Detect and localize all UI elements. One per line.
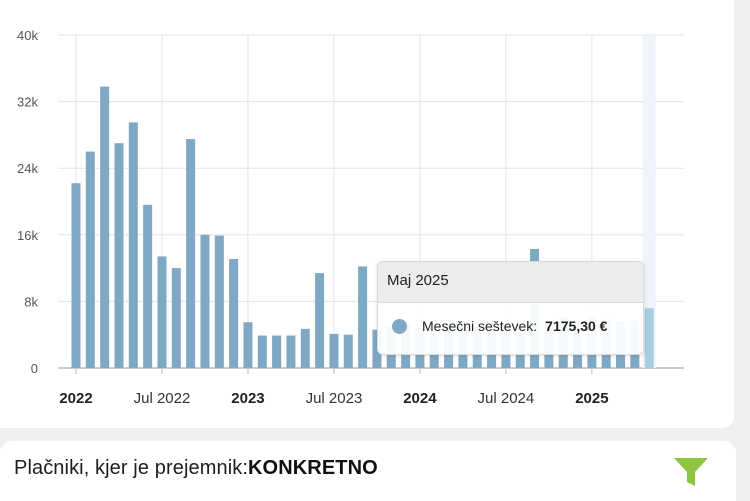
hover-band [642, 35, 656, 368]
y-tick-label: 0 [31, 361, 38, 376]
bar [128, 122, 138, 368]
tooltip-label: Mesečni seštevek: [422, 318, 538, 334]
bar [171, 268, 181, 368]
bar [114, 143, 124, 368]
x-tick-label: 2023 [231, 390, 264, 407]
bar [286, 335, 296, 368]
chart-card: 0 8k 16k 24k 32k 40k 2022 Jul 2022 2023 Jul 2023 2… [0, 0, 734, 428]
bar [143, 204, 153, 368]
bar [315, 273, 325, 368]
bar [229, 258, 239, 368]
y-tick-label: 24k [17, 161, 38, 176]
hover-band-rect [642, 35, 656, 368]
y-tick-label: 40k [17, 28, 38, 43]
bar [186, 139, 196, 368]
bar [243, 322, 253, 368]
x-tick-label: 2025 [575, 390, 608, 407]
filter-description: Plačniki, kjer je prejemnik:KONKRETNO [14, 457, 378, 480]
axes: 0 8k 16k 24k 32k 40k 2022 Jul 2022 2023 Jul 2023 2… [17, 28, 609, 407]
tooltip-title: Maj 2025 [378, 262, 643, 303]
bar [300, 328, 310, 368]
y-tick-label: 8k [24, 294, 38, 309]
series-dot-icon [392, 318, 407, 334]
filter-bar[interactable]: Plačniki, kjer je prejemnik:KONKRETNO [0, 441, 736, 501]
tooltip-row: Mesečni seštevek: 7175,30 € [392, 318, 607, 334]
bar [257, 335, 267, 368]
bar [343, 334, 353, 368]
y-tick-label: 16k [17, 228, 38, 243]
bar [85, 151, 95, 368]
bar [372, 329, 382, 368]
bar [358, 266, 368, 368]
x-tick-label: 2022 [59, 390, 92, 407]
bar [644, 308, 654, 368]
filter-keyword: KONKRETNO [248, 457, 378, 479]
filter-icon[interactable] [672, 455, 710, 489]
filter-prefix: Plačniki, kjer je prejemnik: [14, 457, 248, 479]
monthly-bar-chart: 0 8k 16k 24k 32k 40k 2022 Jul 2022 2023 Jul 2023 2… [17, 28, 684, 407]
bar [329, 333, 339, 368]
x-tick-label: 2024 [403, 390, 437, 407]
bar [100, 86, 110, 369]
tooltip-value: 7175,30 € [545, 318, 608, 334]
bar [272, 335, 282, 368]
bar [157, 256, 167, 368]
chart-tooltip: Maj 2025 Mesečni seštevek: 7175,30 € [377, 261, 644, 355]
x-tick-label: Jul 2024 [478, 390, 535, 407]
bar [200, 234, 210, 368]
bar [71, 183, 81, 368]
bar [214, 235, 224, 368]
x-tick-label: Jul 2023 [306, 390, 363, 407]
x-tick-label: Jul 2022 [134, 390, 191, 407]
y-tick-label: 32k [17, 95, 38, 110]
